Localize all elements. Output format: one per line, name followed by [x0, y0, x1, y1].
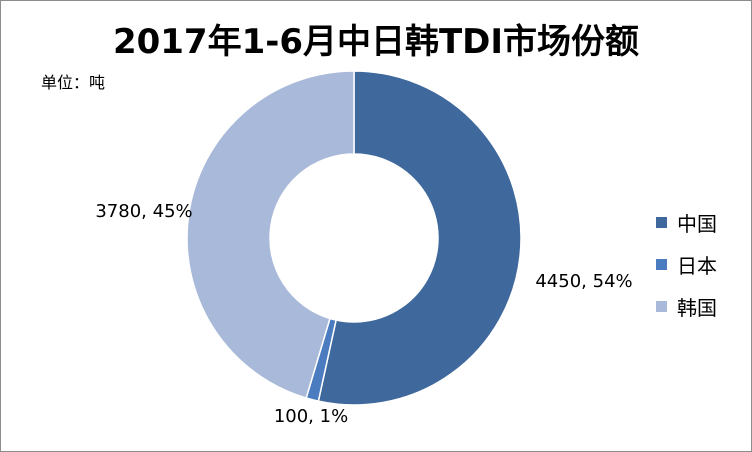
chart-title: 2017年1-6月中日韩TDI市场份额 [112, 22, 640, 62]
legend-swatch [656, 300, 667, 312]
legend-swatch [656, 258, 667, 270]
donut-slice-1 [317, 70, 522, 406]
data-label-1: 4450, 54% [535, 271, 632, 292]
legend: 中国 日本 韩国 [656, 201, 717, 327]
legend-label: 日本 [677, 253, 717, 278]
data-label-3: 3780, 45% [95, 201, 192, 222]
legend-label: 中国 [677, 211, 717, 236]
data-label-2: 100, 1% [274, 406, 348, 427]
unit-label: 单位：吨 [41, 73, 106, 92]
legend-swatch [656, 216, 667, 228]
legend-label: 韩国 [677, 295, 717, 320]
donut-slice-3 [186, 70, 355, 399]
legend-item-2: 日本 [656, 243, 717, 285]
legend-item-3: 韩国 [656, 285, 717, 327]
legend-item-1: 中国 [656, 201, 717, 243]
